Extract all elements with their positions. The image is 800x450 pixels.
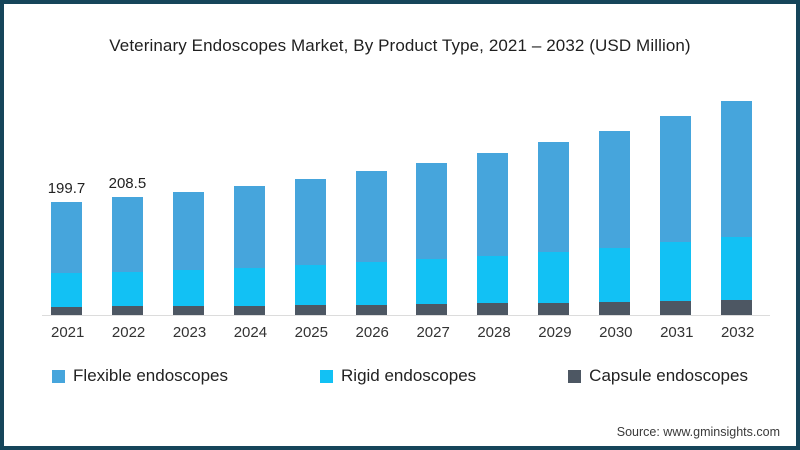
bar-group [294, 179, 326, 315]
stacked-bar[interactable] [172, 191, 204, 315]
segment-capsule[interactable] [233, 305, 265, 315]
segment-capsule[interactable] [599, 301, 631, 315]
segment-flexible[interactable] [233, 185, 265, 268]
bar-group [233, 185, 265, 315]
segment-capsule[interactable] [477, 303, 509, 315]
bar-group [477, 153, 509, 315]
segment-rigid[interactable] [51, 273, 82, 307]
stacked-bar[interactable] [660, 116, 692, 315]
segment-flexible[interactable] [294, 179, 326, 266]
segment-capsule[interactable] [720, 299, 752, 315]
x-axis-label: 2030 [599, 324, 633, 341]
x-axis-label: 2028 [477, 324, 511, 341]
segment-capsule[interactable] [355, 304, 387, 315]
x-axis-label: 2022 [111, 324, 146, 341]
segment-capsule[interactable] [538, 302, 570, 315]
segment-capsule[interactable] [172, 306, 204, 315]
segment-capsule[interactable] [294, 305, 326, 315]
x-axis-label: 2025 [294, 324, 328, 341]
segment-flexible[interactable] [172, 191, 204, 270]
segment-flexible[interactable] [720, 101, 752, 237]
stacked-bar[interactable] [416, 162, 448, 315]
segment-flexible[interactable] [51, 201, 82, 274]
legend-label: Rigid endoscopes [341, 366, 477, 385]
bar-group: 208.5 [109, 175, 146, 315]
legend-swatch-icon [568, 369, 582, 383]
segment-flexible[interactable] [416, 162, 448, 260]
x-axis-line [42, 315, 770, 316]
x-axis-label: 2024 [233, 324, 268, 341]
x-axis-label: 2029 [538, 324, 572, 341]
bars-row: 199.7 208.5 [48, 101, 752, 315]
legend-swatch-icon [52, 369, 66, 383]
stacked-bar[interactable]: 208.5 [109, 175, 146, 315]
segment-rigid[interactable] [355, 262, 387, 305]
segment-flexible[interactable] [111, 196, 143, 272]
bar-group [660, 116, 692, 315]
chart-title: Veterinary Endoscopes Market, By Product… [109, 36, 691, 55]
segment-rigid[interactable] [416, 259, 448, 304]
legend-item[interactable]: Rigid endoscopes [320, 366, 476, 386]
x-axis-label: 2026 [355, 324, 389, 341]
stacked-bar[interactable] [355, 171, 387, 315]
segment-rigid[interactable] [660, 242, 692, 301]
segment-flexible[interactable] [355, 171, 387, 263]
stacked-bar[interactable] [233, 185, 265, 315]
segment-flexible[interactable] [538, 142, 570, 252]
bar-chart: 199.7 208.5 [42, 101, 770, 316]
x-axis-label: 2027 [416, 324, 450, 341]
data-label: 199.7 [47, 179, 86, 197]
segment-rigid[interactable] [599, 247, 631, 302]
segment-rigid[interactable] [233, 267, 265, 306]
x-axis: 2021 2022 2023 2024 2025 2026 2027 2028 2029 2030… [42, 324, 770, 342]
data-label: 208.5 [108, 174, 147, 192]
stacked-bar[interactable] [538, 142, 570, 315]
segment-flexible[interactable] [660, 116, 692, 243]
legend-item[interactable]: Flexible endoscopes [52, 366, 228, 386]
legend-label: Capsule endoscopes [589, 366, 748, 385]
bar-group: 199.7 [48, 180, 85, 315]
segment-capsule[interactable] [51, 306, 82, 315]
x-axis-label: 2032 [720, 324, 755, 341]
legend-swatch-icon [320, 369, 334, 383]
stacked-bar[interactable] [294, 179, 326, 315]
segment-rigid[interactable] [538, 251, 570, 303]
x-axis-label: 2031 [660, 324, 694, 341]
bar-group [538, 142, 570, 315]
segment-rigid[interactable] [172, 269, 204, 306]
bar-group [172, 191, 204, 315]
segment-capsule[interactable] [660, 300, 692, 315]
legend-item[interactable]: Capsule endoscopes [568, 366, 748, 386]
bar-group [599, 130, 631, 315]
bar-group [355, 171, 387, 315]
stacked-bar[interactable] [720, 101, 752, 315]
legend-label: Flexible endoscopes [73, 366, 229, 385]
stacked-bar[interactable] [599, 130, 631, 315]
stacked-bar[interactable] [477, 153, 509, 315]
stacked-bar[interactable]: 199.7 [48, 180, 85, 315]
bar-group [416, 162, 448, 315]
segment-rigid[interactable] [477, 255, 509, 304]
x-axis-label: 2021 [51, 324, 85, 341]
legend: Flexible endoscopes Rigid endoscopes Capsu… [4, 366, 796, 386]
x-axis-labels: 2021 2022 2023 2024 2025 2026 2027 2028 2029 2030… [51, 324, 755, 341]
segment-rigid[interactable] [294, 265, 326, 306]
source-text: Source: www.gminsights.com [616, 425, 780, 439]
x-axis-label: 2023 [172, 324, 207, 341]
segment-rigid[interactable] [720, 236, 752, 300]
segment-capsule[interactable] [416, 303, 448, 315]
segment-capsule[interactable] [111, 306, 143, 315]
segment-rigid[interactable] [111, 271, 143, 307]
segment-flexible[interactable] [599, 130, 631, 248]
segment-flexible[interactable] [477, 153, 509, 256]
bar-group [720, 101, 752, 315]
